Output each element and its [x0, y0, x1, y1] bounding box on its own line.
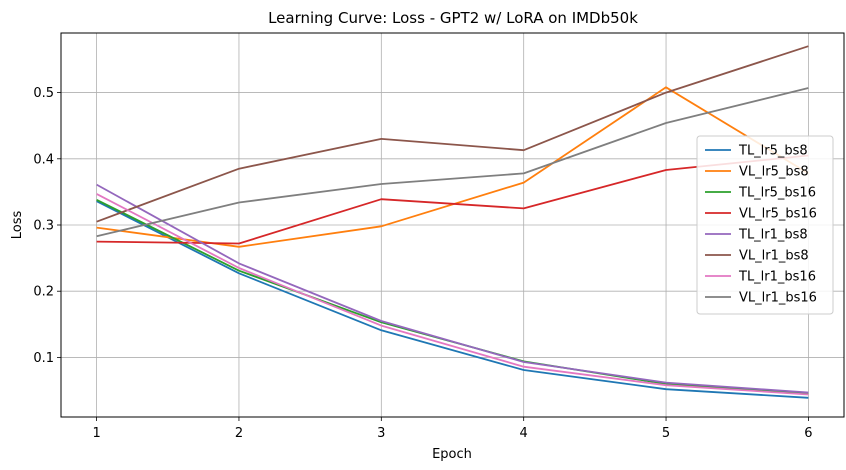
series-line-TL_lr5_bs8 — [96, 200, 809, 399]
x-tick-label: 1 — [92, 426, 100, 441]
legend-label: VL_lr5_bs16 — [739, 207, 817, 222]
y-axis-label: Loss — [10, 211, 25, 240]
x-tick-label: 3 — [377, 426, 385, 441]
legend-label: VL_lr1_bs8 — [739, 249, 809, 264]
legend: TL_lr5_bs8 VL_lr5_bs8 TL_lr5_bs16 VL_lr5_bs… — [696, 135, 834, 315]
series-line-TL_lr1_bs16 — [96, 193, 809, 396]
y-axis-ticks: 0.1 0.2 0.3 0.4 0.5 — [33, 86, 61, 366]
legend-label: TL_lr1_bs8 — [738, 228, 808, 243]
y-tick-label: 0.5 — [33, 86, 54, 101]
y-tick-label: 0.1 — [33, 351, 54, 366]
legend-label: TL_lr5_bs16 — [738, 186, 816, 201]
legend-label: TL_lr5_bs8 — [738, 144, 808, 159]
chart-title: Learning Curve: Loss - GPT2 w/ LoRA on I… — [268, 9, 638, 27]
x-tick-label: 4 — [520, 426, 528, 441]
y-tick-label: 0.4 — [33, 152, 54, 167]
x-tick-label: 5 — [662, 426, 670, 441]
x-tick-label: 2 — [235, 426, 243, 441]
legend-label: TL_lr1_bs16 — [738, 270, 816, 285]
y-tick-label: 0.3 — [33, 219, 54, 234]
x-axis-label: Epoch — [432, 447, 472, 462]
legend-label: VL_lr5_bs8 — [739, 165, 809, 180]
series-line-VL_lr1_bs16 — [96, 87, 809, 238]
y-tick-label: 0.2 — [33, 285, 54, 300]
x-tick-label: 6 — [804, 426, 812, 441]
series-line-VL_lr1_bs8 — [96, 45, 809, 223]
legend-box — [696, 135, 834, 315]
legend-label: VL_lr1_bs16 — [739, 291, 817, 306]
series-lines — [96, 45, 809, 399]
series-line-VL_lr5_bs16 — [96, 154, 809, 245]
x-axis-ticks: 1 2 3 4 5 6 — [92, 417, 813, 441]
series-line-TL_lr1_bs8 — [96, 183, 809, 394]
